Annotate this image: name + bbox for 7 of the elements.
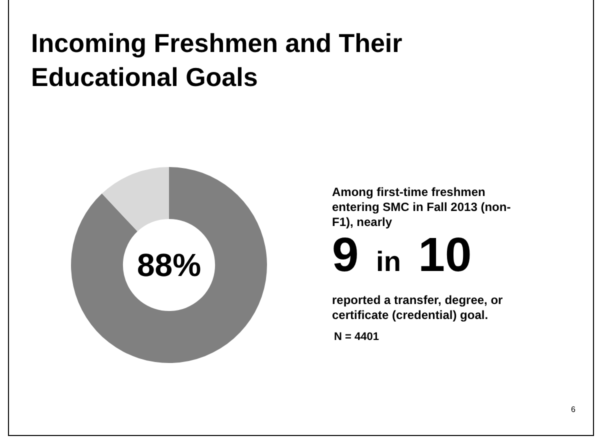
text: 88%	[136, 246, 202, 285]
text: 9 in 10	[332, 229, 472, 282]
chart-title: Incoming Freshmen and Their Educational Goals	[31, 27, 404, 94]
text: Among first-time freshmen entering SMC in Fall 2013 (non-F1), nearly	[332, 185, 512, 230]
text: 6	[571, 405, 576, 414]
text: N = 4401	[334, 331, 379, 343]
text: reported a transfer, degree, or certificate (credential) goal.	[332, 293, 504, 323]
